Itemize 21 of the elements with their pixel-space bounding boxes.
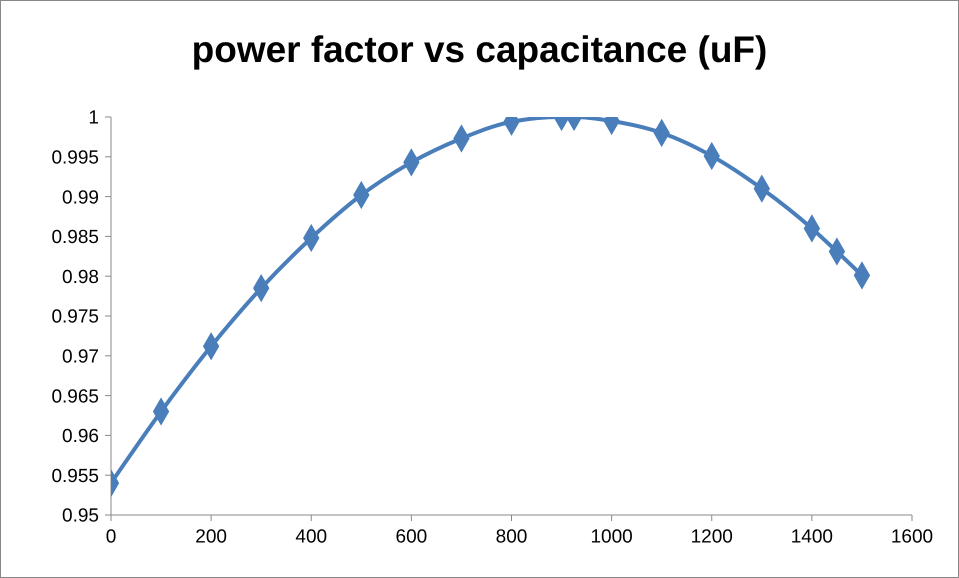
- y-tick-label: 0.995: [51, 148, 99, 169]
- x-tick-label: 600: [396, 526, 428, 548]
- y-tick-label: 0.95: [62, 506, 99, 527]
- y-tick-label: 0.96: [62, 426, 99, 448]
- y-tick-label: 0.98: [62, 266, 99, 288]
- x-tick-label: 1000: [590, 526, 633, 548]
- y-tick-label: 1: [88, 108, 99, 129]
- y-tick-label: 0.955: [51, 466, 99, 487]
- y-tick-label: 0.97: [62, 346, 99, 368]
- y-tick-label: 0.965: [51, 386, 99, 408]
- y-tick-label: 0.99: [62, 187, 99, 208]
- x-tick-label: 1200: [690, 526, 733, 548]
- chart-title: power factor vs capacitance (uF): [190, 29, 768, 71]
- x-tick-label: 400: [295, 526, 328, 548]
- y-tick-label: 0.985: [51, 227, 99, 248]
- x-tick-label: 800: [496, 526, 528, 548]
- x-tick-label: 1600: [890, 526, 934, 548]
- y-tick-label: 0.975: [51, 306, 99, 328]
- x-tick-label: 200: [195, 526, 227, 548]
- x-tick-label: 0: [106, 526, 116, 548]
- x-tick-label: 1400: [790, 526, 834, 548]
